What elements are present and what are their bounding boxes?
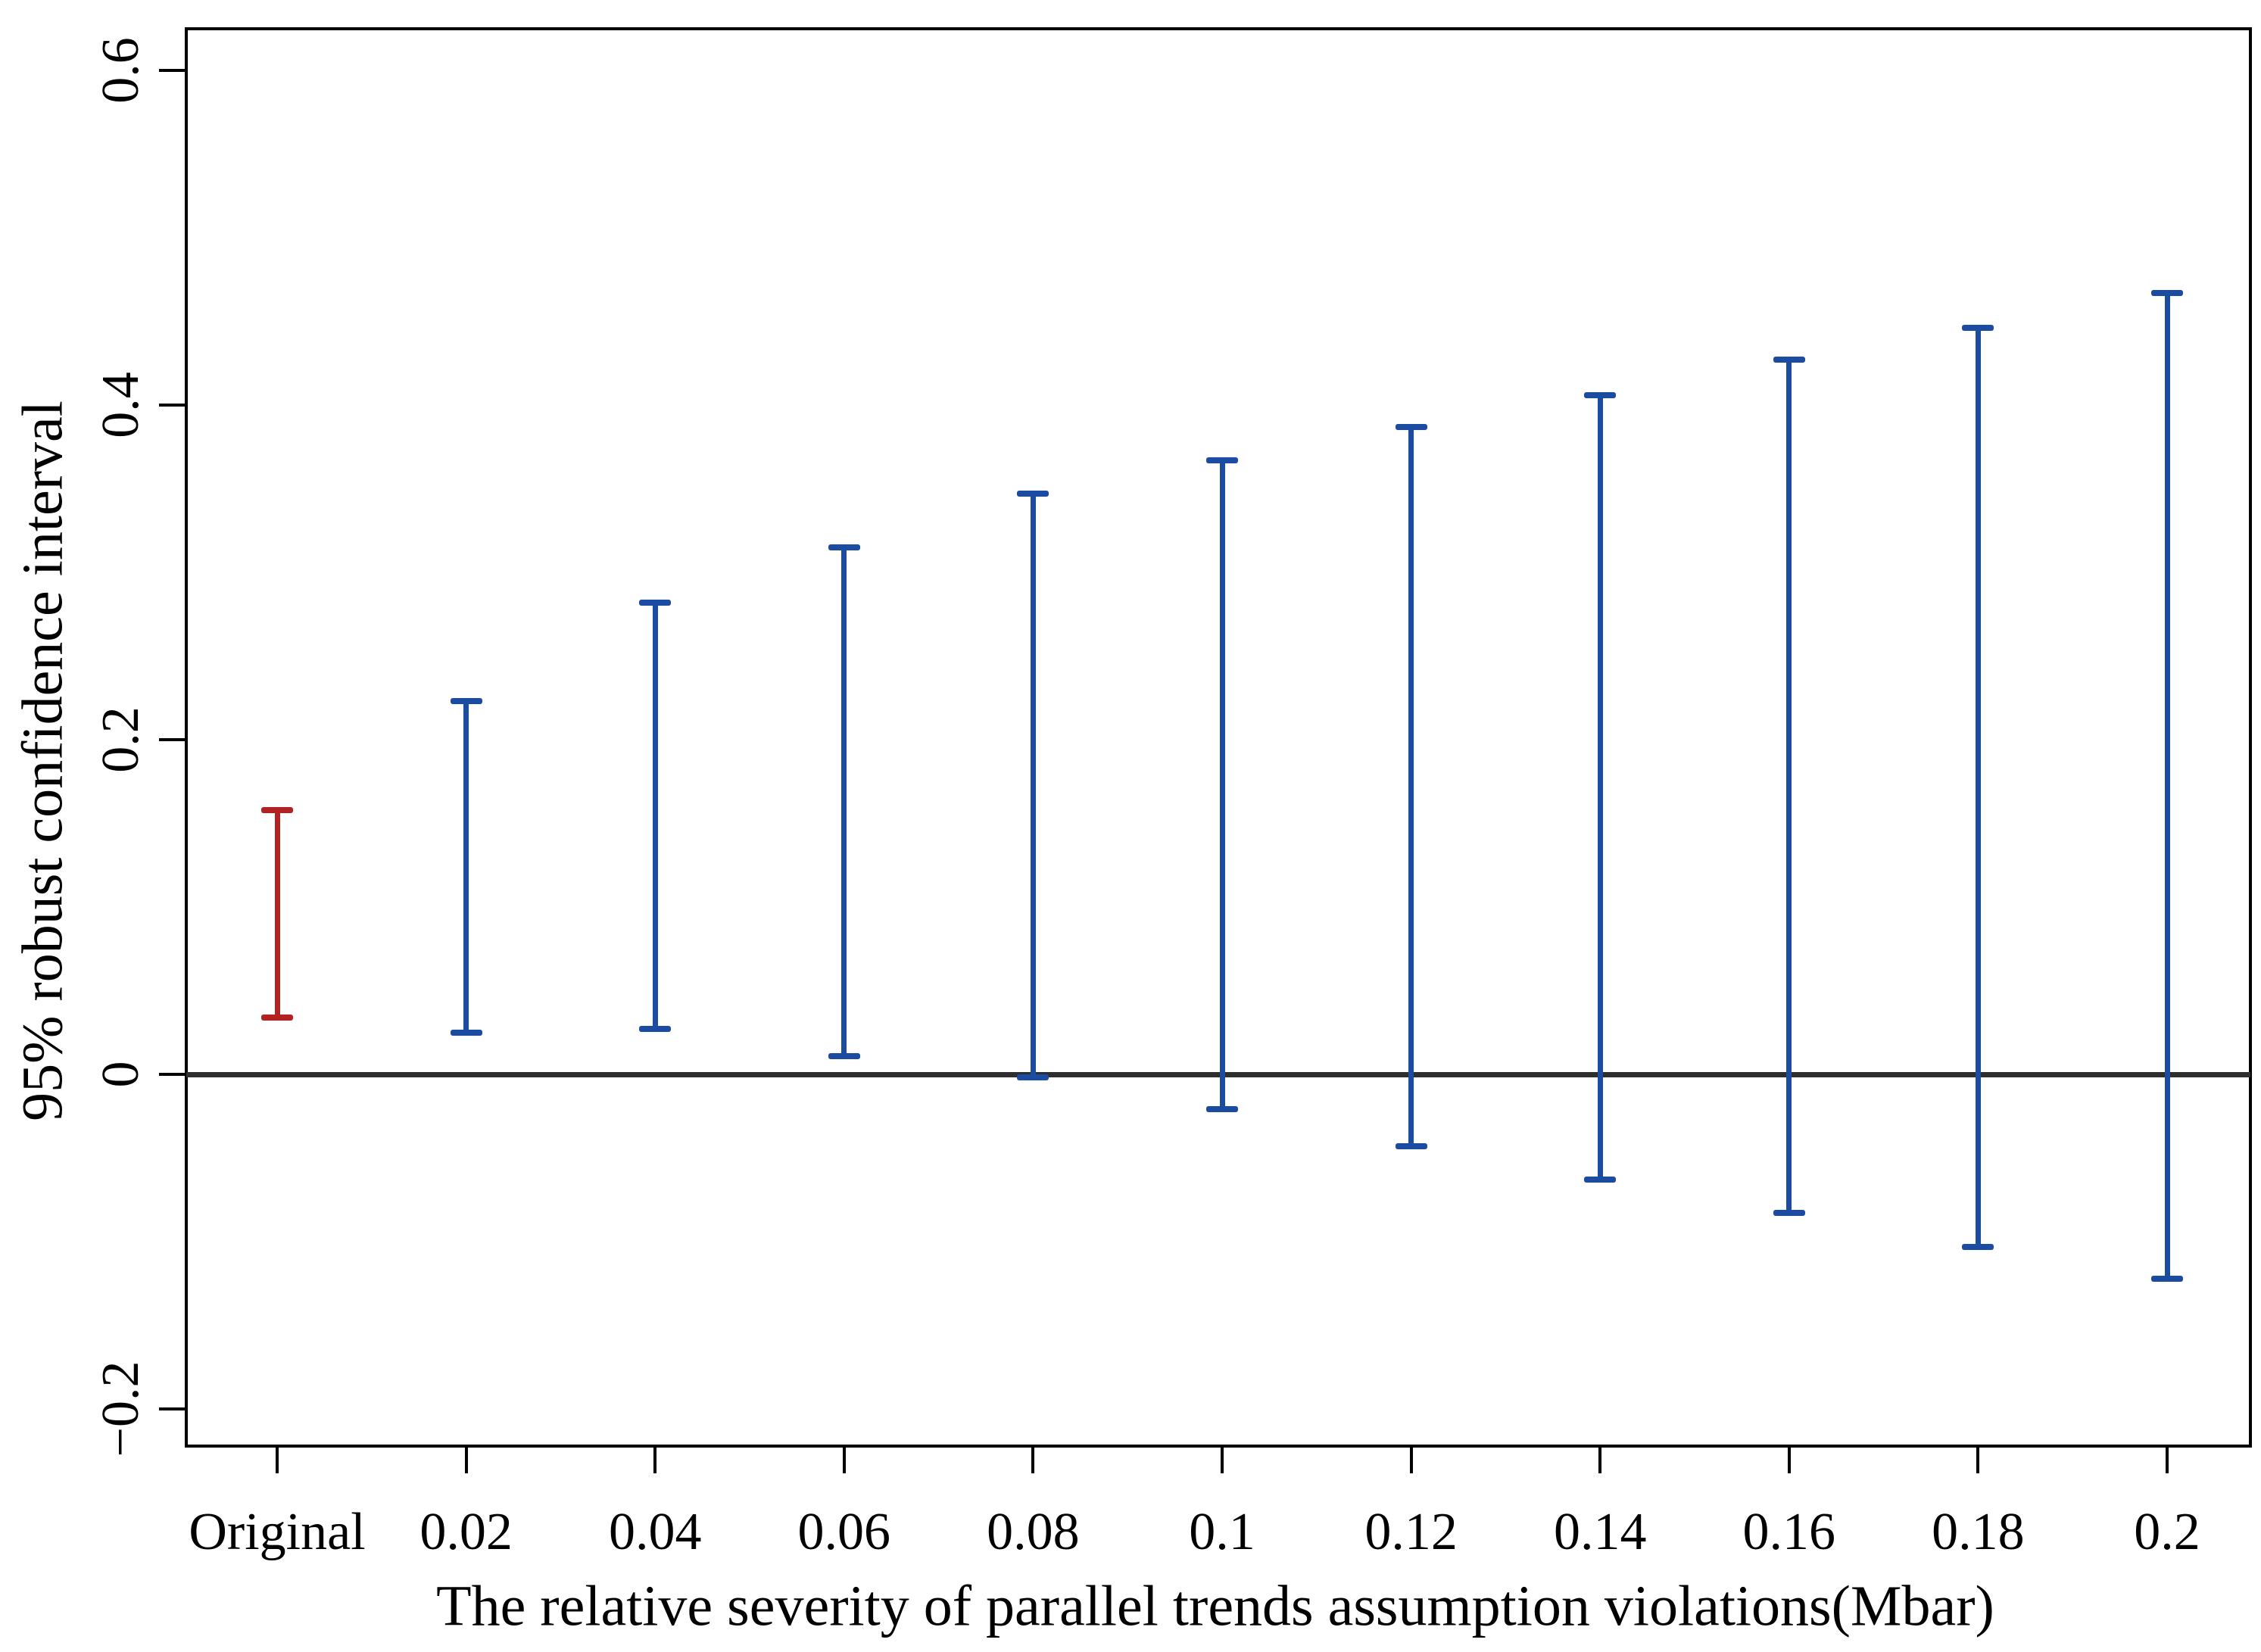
ci-bar-cap-bottom <box>828 1052 860 1059</box>
ci-bar-stem <box>1408 426 1414 1147</box>
y-axis-tick <box>159 1073 185 1076</box>
x-axis-tick <box>1976 1448 1980 1473</box>
x-axis-tick-label: 0.04 <box>608 1503 702 1561</box>
x-axis-tick <box>1031 1448 1035 1473</box>
ci-bar-cap-bottom <box>261 1014 293 1021</box>
y-axis-tick-label: 0.6 <box>92 37 150 104</box>
y-axis-tick <box>159 738 185 741</box>
y-axis-tick <box>159 1407 185 1410</box>
x-axis-tick <box>2166 1448 2169 1473</box>
ci-bar-stem <box>1786 360 1792 1214</box>
ci-bar-cap-top <box>1395 423 1427 430</box>
ci-bar-stem <box>1030 494 1036 1078</box>
ci-bar-cap-top <box>828 544 860 550</box>
x-axis-tick-label: 0.18 <box>1932 1503 2025 1561</box>
x-axis-tick <box>653 1448 657 1473</box>
ci-bar-cap-bottom <box>1206 1106 1238 1113</box>
y-axis-tick <box>159 404 185 407</box>
ci-bar-cap-top <box>450 698 482 705</box>
ci-bar-stem <box>1975 328 1981 1247</box>
x-axis-tick <box>276 1448 279 1473</box>
ci-bar-cap-bottom <box>1773 1210 1805 1217</box>
ci-bar-cap-top <box>1017 491 1049 497</box>
y-axis-tick-label: 0 <box>92 1061 150 1088</box>
ci-bar-stem <box>841 547 847 1056</box>
ci-bar-cap-top <box>1206 457 1238 463</box>
ci-bar-cap-bottom <box>1017 1074 1049 1081</box>
ci-bar-stem <box>274 809 280 1018</box>
x-axis-tick <box>1787 1448 1791 1473</box>
x-axis-tick <box>1409 1448 1413 1473</box>
x-axis-tick-label: 0.14 <box>1553 1503 1647 1561</box>
x-axis-tick <box>1598 1448 1602 1473</box>
x-axis-tick-label: 0.06 <box>797 1503 891 1561</box>
ci-bar-cap-bottom <box>1584 1177 1617 1183</box>
x-axis-tick-label: 0.08 <box>987 1503 1080 1561</box>
plot-frame <box>185 27 2252 1448</box>
ci-bar-cap-bottom <box>1395 1143 1427 1150</box>
ci-bar-cap-top <box>1962 325 1994 332</box>
y-axis-tick-label: −0.2 <box>92 1361 150 1457</box>
ci-bar-cap-top <box>261 806 293 813</box>
ci-bar-cap-bottom <box>450 1029 482 1036</box>
x-axis-tick-label: 0.16 <box>1742 1503 1836 1561</box>
x-axis-tick <box>1221 1448 1224 1473</box>
ci-bar-cap-bottom <box>1962 1243 1994 1250</box>
ci-bar-stem <box>1219 460 1225 1110</box>
ci-bar-cap-bottom <box>2151 1275 2183 1282</box>
ci-bar-cap-top <box>1584 391 1617 398</box>
zero-reference-line <box>186 1072 2250 1077</box>
ci-bar-stem <box>1597 394 1603 1180</box>
x-axis-tick-label: Original <box>189 1503 366 1561</box>
y-axis-title: 95% robust confidence interval <box>11 401 75 1121</box>
ci-bar-stem <box>2164 292 2170 1279</box>
ci-bar-cap-top <box>639 599 672 606</box>
y-axis-tick <box>159 69 185 72</box>
x-axis-tick <box>464 1448 468 1473</box>
ci-bar-cap-bottom <box>639 1026 672 1033</box>
x-axis-tick-label: 0.12 <box>1364 1503 1458 1561</box>
x-axis-tick-label: 0.02 <box>419 1503 513 1561</box>
x-axis-tick-label: 0.1 <box>1189 1503 1255 1561</box>
ci-bar-cap-top <box>1773 357 1805 363</box>
ci-bar-cap-top <box>2151 289 2183 296</box>
ci-bar-stem <box>652 602 658 1030</box>
x-axis-title: The relative severity of parallel trends… <box>436 1574 1994 1638</box>
y-axis-tick-label: 0.4 <box>92 372 150 438</box>
ci-bar-stem <box>463 701 469 1033</box>
x-axis-tick <box>842 1448 846 1473</box>
y-axis-tick-label: 0.2 <box>92 706 150 773</box>
x-axis-tick-label: 0.2 <box>2134 1503 2200 1561</box>
